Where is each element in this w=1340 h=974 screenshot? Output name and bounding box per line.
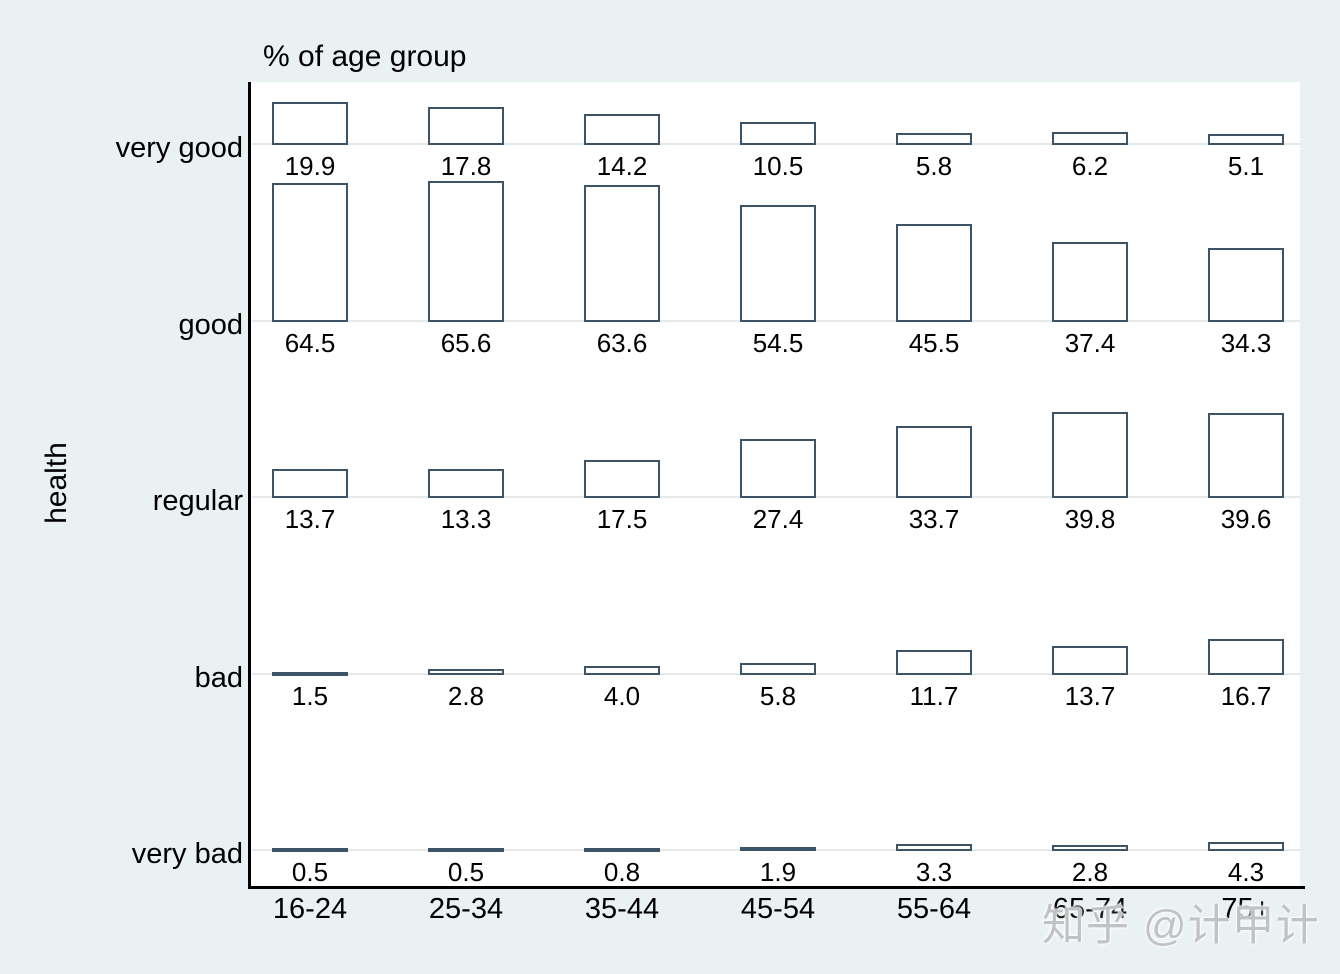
bar-value-label: 5.1 [1227, 151, 1265, 181]
bar-value-label: 63.6 [596, 328, 648, 358]
bar [272, 848, 348, 852]
bar-value-label: 39.6 [1220, 504, 1272, 534]
bar [1208, 639, 1284, 675]
bar [428, 669, 504, 675]
y-category-label: very bad [131, 838, 243, 870]
bar [584, 460, 660, 498]
y-category-label: very good [115, 132, 243, 164]
bar [584, 666, 660, 675]
bar [1208, 413, 1284, 498]
bar [1208, 842, 1284, 851]
y-category-label: bad [194, 662, 243, 694]
bar-value-label: 34.3 [1220, 328, 1272, 358]
bar [272, 672, 348, 676]
bar [272, 183, 348, 322]
bar [1052, 845, 1128, 851]
bar [1208, 248, 1284, 322]
bar-value-label: 11.7 [909, 681, 959, 711]
bar-value-label: 39.8 [1064, 504, 1116, 534]
bar [1052, 646, 1128, 675]
bar [428, 107, 504, 145]
bar [1052, 242, 1128, 322]
bar-value-label: 64.5 [284, 328, 336, 358]
x-category-label: 25-34 [428, 893, 504, 925]
bar [584, 114, 660, 145]
bar [428, 848, 504, 852]
bar [896, 650, 972, 675]
x-category-label: 35-44 [584, 893, 660, 925]
bar [1208, 134, 1284, 145]
bar [272, 102, 348, 145]
x-category-label: 75+ [1221, 893, 1271, 925]
bar-value-label: 5.8 [759, 681, 797, 711]
bar [740, 205, 816, 322]
bar-value-label: 10.5 [752, 151, 804, 181]
bar [272, 469, 348, 498]
bar-value-label: 4.3 [1227, 857, 1265, 887]
bar-value-label: 4.0 [603, 681, 641, 711]
bar-value-label: 33.7 [908, 504, 960, 534]
y-axis-line [248, 82, 251, 889]
bar-value-label: 13.3 [440, 504, 492, 534]
zhihu-watermark: 知乎 @计甲计 [1042, 902, 1320, 950]
y-category-label: regular [152, 485, 243, 517]
bar-value-label: 6.2 [1071, 151, 1109, 181]
bar [740, 439, 816, 498]
bar [740, 122, 816, 145]
bar-value-label: 1.9 [759, 857, 797, 887]
bar-value-label: 2.8 [1071, 857, 1109, 887]
bar [896, 133, 972, 145]
bar [1052, 132, 1128, 145]
bar-value-label: 45.5 [908, 328, 960, 358]
bar [740, 663, 816, 675]
bar-value-label: 17.8 [440, 151, 492, 181]
bar-value-label: 14.2 [596, 151, 648, 181]
x-category-label: 16-24 [272, 893, 348, 925]
x-category-label: 45-54 [740, 893, 816, 925]
bar-value-label: 0.5 [291, 857, 329, 887]
bar-value-label: 27.4 [752, 504, 804, 534]
bar-value-label: 19.9 [284, 151, 336, 181]
bar-value-label: 16.7 [1220, 681, 1272, 711]
x-axis-line [248, 886, 1305, 889]
bar [584, 185, 660, 322]
bar [896, 426, 972, 498]
bar-value-label: 65.6 [440, 328, 492, 358]
bar [896, 224, 972, 322]
y-category-label: good [178, 309, 243, 341]
bar-value-label: 13.7 [284, 504, 336, 534]
x-category-label: 55-64 [896, 893, 972, 925]
x-category-label: 65-74 [1052, 893, 1128, 925]
bar [584, 848, 660, 852]
bar-value-label: 0.5 [447, 857, 485, 887]
bar-value-label: 5.8 [915, 151, 953, 181]
bar [896, 844, 972, 851]
bar [1052, 412, 1128, 498]
bar-value-label: 1.5 [291, 681, 329, 711]
chart-title: % of age group [263, 40, 467, 73]
bar-value-label: 3.3 [915, 857, 953, 887]
bar [428, 469, 504, 498]
bar-value-label: 37.4 [1064, 328, 1116, 358]
bar-value-label: 54.5 [752, 328, 804, 358]
bar [428, 181, 504, 322]
bar-value-label: 17.5 [596, 504, 648, 534]
bar-value-label: 2.8 [447, 681, 485, 711]
bar [740, 847, 816, 851]
bar-value-label: 0.8 [603, 857, 641, 887]
bar-value-label: 13.7 [1064, 681, 1116, 711]
